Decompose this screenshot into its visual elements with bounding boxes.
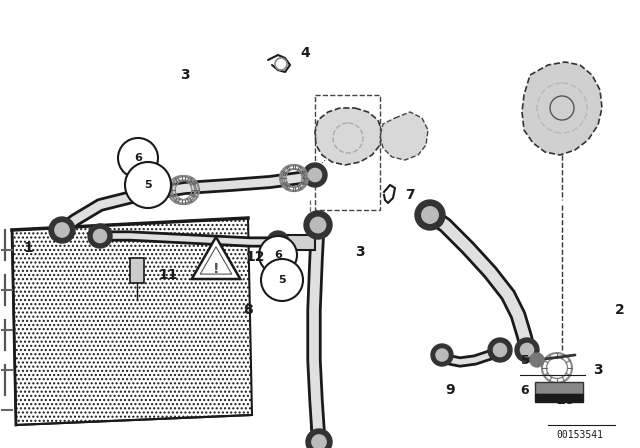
Text: 6: 6 bbox=[274, 250, 282, 260]
Circle shape bbox=[306, 429, 332, 448]
Bar bbox=[315, 95, 380, 210]
Circle shape bbox=[530, 353, 544, 367]
Text: 7: 7 bbox=[405, 188, 415, 202]
Circle shape bbox=[304, 211, 332, 239]
Circle shape bbox=[49, 217, 75, 243]
Text: 5: 5 bbox=[144, 180, 152, 190]
Bar bbox=[535, 394, 583, 402]
Text: 6: 6 bbox=[134, 153, 142, 163]
Bar bbox=[275, 235, 315, 250]
Text: 1: 1 bbox=[23, 241, 33, 255]
Circle shape bbox=[272, 236, 284, 248]
Bar bbox=[535, 382, 583, 394]
Polygon shape bbox=[192, 237, 240, 279]
Circle shape bbox=[125, 162, 171, 208]
Bar bbox=[130, 258, 144, 283]
Text: 10: 10 bbox=[556, 393, 575, 407]
Polygon shape bbox=[315, 108, 382, 165]
Circle shape bbox=[431, 344, 453, 366]
Text: 9: 9 bbox=[445, 383, 455, 397]
Circle shape bbox=[118, 138, 158, 178]
Circle shape bbox=[493, 344, 507, 357]
Text: 2: 2 bbox=[615, 303, 625, 317]
Text: 12: 12 bbox=[245, 250, 265, 264]
Circle shape bbox=[310, 217, 326, 233]
Circle shape bbox=[312, 435, 326, 448]
Text: 5: 5 bbox=[520, 353, 529, 366]
Circle shape bbox=[259, 236, 297, 274]
Circle shape bbox=[93, 229, 107, 243]
Circle shape bbox=[515, 338, 539, 362]
Text: 6: 6 bbox=[521, 383, 529, 396]
Text: !: ! bbox=[212, 262, 220, 276]
Circle shape bbox=[267, 231, 289, 253]
Text: 5: 5 bbox=[278, 275, 286, 285]
Circle shape bbox=[422, 207, 438, 223]
Polygon shape bbox=[522, 62, 602, 155]
Text: 3: 3 bbox=[180, 68, 190, 82]
Text: 8: 8 bbox=[243, 303, 253, 317]
Text: 3: 3 bbox=[593, 363, 603, 377]
Text: 00153541: 00153541 bbox=[557, 430, 604, 440]
Circle shape bbox=[488, 338, 512, 362]
Text: 11: 11 bbox=[158, 268, 178, 282]
Circle shape bbox=[520, 344, 534, 357]
Circle shape bbox=[415, 200, 445, 230]
Text: 3: 3 bbox=[355, 245, 365, 259]
Circle shape bbox=[55, 223, 69, 237]
Circle shape bbox=[436, 349, 448, 361]
Circle shape bbox=[261, 259, 303, 301]
Circle shape bbox=[303, 163, 327, 187]
Circle shape bbox=[308, 168, 322, 181]
Polygon shape bbox=[380, 112, 428, 160]
Circle shape bbox=[88, 224, 112, 248]
Text: 4: 4 bbox=[300, 46, 310, 60]
